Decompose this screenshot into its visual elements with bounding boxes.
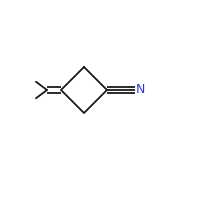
Text: N: N — [136, 83, 145, 96]
